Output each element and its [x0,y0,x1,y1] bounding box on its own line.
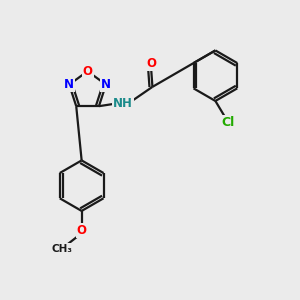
Text: O: O [146,57,156,70]
Text: CH₃: CH₃ [52,244,73,254]
Text: N: N [101,78,111,91]
Text: N: N [64,78,74,91]
Text: Cl: Cl [221,116,235,129]
Text: O: O [76,224,87,237]
Text: O: O [82,65,93,78]
Text: NH: NH [113,97,133,110]
